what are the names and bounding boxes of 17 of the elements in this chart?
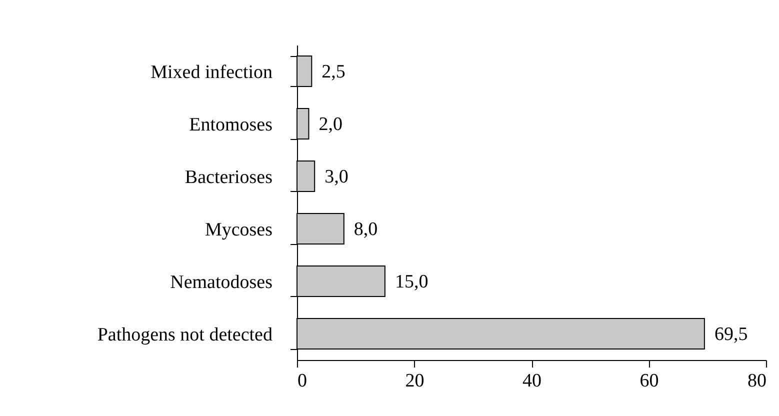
x-tick-label: 20 [405, 370, 424, 392]
y-tick-label: Pathogens not detected [97, 324, 273, 346]
x-tick-label: 80 [748, 370, 766, 392]
x-tick-label: 0 [298, 370, 307, 392]
y-tick-label: Entomoses [189, 114, 272, 136]
y-tick-label: Mixed infection [150, 62, 273, 83]
x-tick-label: 60 [640, 370, 659, 392]
data-label: 8,0 [354, 218, 378, 240]
data-label: 15,0 [394, 271, 428, 292]
data-label: 69,5 [714, 324, 748, 345]
y-tick-label: Mycoses [204, 219, 272, 240]
y-tick-label: Bacterioses [184, 166, 272, 188]
data-label: 3,0 [324, 166, 348, 188]
data-label: 2,5 [322, 61, 346, 82]
data-label: 2,0 [318, 114, 342, 135]
x-tick-label: 40 [522, 370, 542, 392]
y-tick-label: Nematodoses [170, 272, 272, 293]
